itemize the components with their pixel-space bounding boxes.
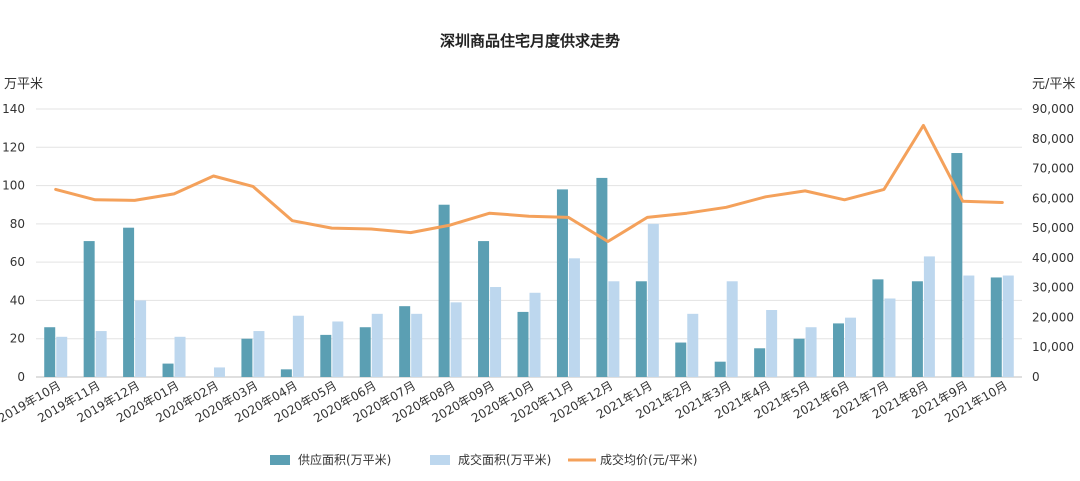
deal-bar [213, 367, 225, 377]
y-left-tick-label: 40 [10, 293, 25, 307]
y-left-tick-label: 60 [10, 255, 25, 269]
y-left-tick-label: 120 [2, 140, 25, 154]
y-right-tick-label: 20,000 [1032, 310, 1074, 324]
y-left-tick-label: 0 [17, 370, 25, 384]
supply-bar [44, 327, 56, 377]
y-right-tick-label: 50,000 [1032, 221, 1074, 235]
deal-bar [56, 336, 68, 377]
y-left-ticks: 0 20 40 60 80 100 120 140 [2, 102, 25, 384]
supply-bar [320, 334, 332, 377]
legend-label: 供应面积(万平米) [298, 452, 391, 467]
deal-bar [411, 313, 423, 377]
supply-bar [833, 323, 845, 377]
deal-bar [923, 256, 935, 377]
supply-bar [990, 277, 1002, 377]
supply-bar [399, 306, 411, 377]
deal-bar [726, 281, 738, 377]
deal-bar [450, 302, 462, 377]
y-right-unit-label: 元/平米 [1032, 77, 1075, 92]
deal-bar [805, 327, 817, 377]
y-left-tick-label: 80 [10, 217, 25, 231]
supply-bar [162, 363, 174, 377]
supply-bar [754, 348, 766, 377]
y-right-tick-label: 70,000 [1032, 162, 1074, 176]
legend-label: 成交均价(元/平米) [600, 452, 697, 467]
supply-bar [793, 338, 805, 377]
y-left-tick-label: 20 [10, 332, 25, 346]
supply-bar [280, 369, 292, 377]
supply-bar [517, 311, 529, 377]
y-right-tick-label: 0 [1032, 370, 1040, 384]
y-right-tick-label: 10,000 [1032, 340, 1074, 354]
price-line [54, 123, 1004, 243]
supply-bar [596, 177, 608, 377]
supply-bar [951, 153, 963, 377]
chart-title: 深圳商品住宅月度供求走势 [440, 32, 620, 50]
deal-bar [766, 310, 778, 377]
y-left-tick-label: 140 [2, 102, 25, 116]
deal-bar [687, 313, 699, 377]
bars [44, 153, 1014, 377]
supply-bar [438, 204, 450, 377]
deal-bar [95, 331, 107, 377]
deal-bar [884, 298, 896, 377]
y-right-tick-label: 60,000 [1032, 191, 1074, 205]
supply-bar [359, 327, 371, 377]
supply-bar [675, 342, 687, 377]
legend-swatch [270, 455, 290, 465]
supply-bar [478, 241, 490, 377]
y-left-unit-label: 万平米 [4, 77, 43, 92]
y-right-tick-label: 80,000 [1032, 132, 1074, 146]
grid-lines [36, 108, 1022, 378]
deal-bar [608, 281, 620, 377]
supply-bar [911, 281, 923, 377]
deal-bar [174, 336, 186, 377]
deal-bar [1002, 275, 1014, 377]
y-right-ticks: 0 10,000 20,000 30,000 40,000 50,000 60,000 70,… [1032, 102, 1074, 384]
supply-bar [241, 338, 253, 377]
y-right-tick-label: 90,000 [1032, 102, 1074, 116]
legend-label: 成交面积(万平米) [458, 452, 551, 467]
y-left-tick-label: 100 [2, 179, 25, 193]
deal-bar [490, 287, 502, 377]
supply-bar [556, 189, 568, 377]
supply-bar [635, 281, 647, 377]
deal-bar [963, 275, 975, 377]
deal-bar [568, 258, 580, 377]
y-right-tick-label: 30,000 [1032, 281, 1074, 295]
supply-bar [83, 241, 95, 377]
deal-bar [371, 313, 383, 377]
supply-bar [872, 279, 884, 377]
y-right-tick-label: 40,000 [1032, 251, 1074, 265]
avg-price-line [54, 123, 1004, 243]
supply-bar [714, 361, 726, 377]
deal-bar [332, 321, 344, 377]
legend: 供应面积(万平米) 成交面积(万平米) 成交均价(元/平米) [270, 452, 697, 467]
deal-bar [529, 292, 541, 377]
deal-bar [845, 317, 857, 377]
legend-swatch [430, 455, 450, 465]
deal-bar [292, 315, 304, 377]
x-ticks: 2019年10月2019年11月2019年12月2020年01月2020年02月… [0, 378, 1010, 425]
deal-bar [135, 300, 147, 377]
deal-bar [253, 331, 265, 377]
supply-bar [123, 227, 135, 377]
deal-bar [647, 223, 659, 377]
